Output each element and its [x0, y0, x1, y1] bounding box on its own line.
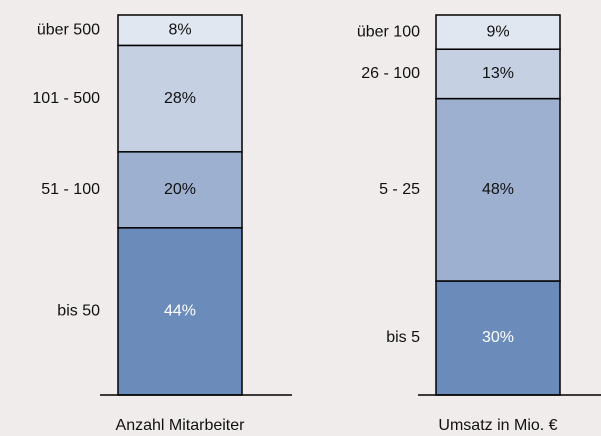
segment-label: 5 - 25 — [379, 181, 420, 198]
bar-segment — [117, 227, 243, 396]
data-label: 28% — [164, 90, 196, 107]
segment-label: 51 - 100 — [41, 181, 100, 198]
segment-label: 26 - 100 — [361, 65, 420, 82]
bar-segment — [435, 97, 561, 282]
data-label: 44% — [164, 303, 196, 320]
category-label: Anzahl Mitarbeiter — [116, 417, 246, 434]
bar-segment — [435, 280, 561, 396]
data-label: 30% — [482, 329, 514, 346]
data-label: 9% — [486, 23, 509, 40]
segment-label: bis 50 — [57, 303, 100, 320]
segment-label: über 500 — [37, 21, 100, 38]
data-label: 48% — [482, 181, 514, 198]
bar-segment — [435, 48, 561, 100]
segment-label: bis 5 — [386, 329, 420, 346]
bar-segment — [117, 44, 243, 153]
data-label: 8% — [168, 21, 191, 38]
data-label: 20% — [164, 181, 196, 198]
segment-label: über 100 — [357, 23, 420, 40]
bar-segment — [435, 14, 561, 50]
data-label: 13% — [482, 65, 514, 82]
bar-segment — [117, 14, 243, 47]
category-label: Umsatz in Mio. € — [438, 417, 557, 434]
segment-label: 101 - 500 — [32, 90, 100, 107]
